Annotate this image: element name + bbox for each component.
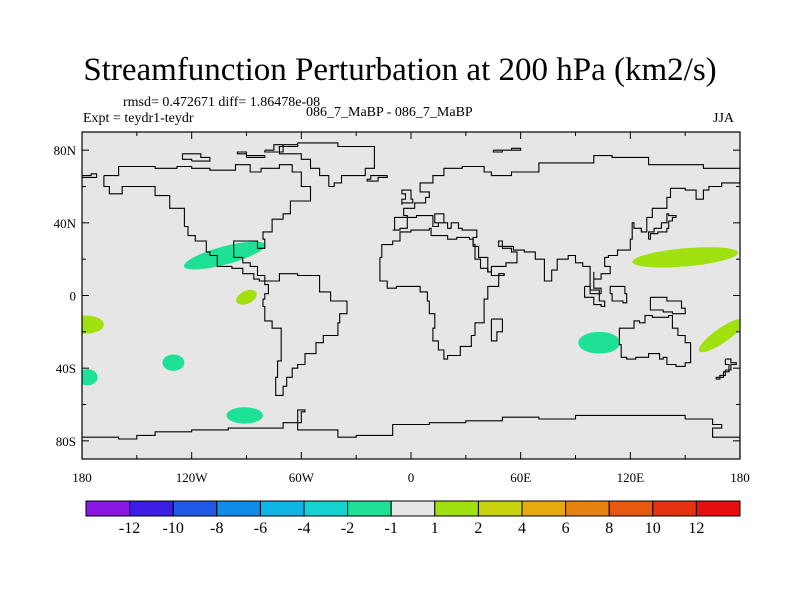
- chart-title: Streamfunction Perturbation at 200 hPa (…: [83, 52, 717, 88]
- coastline-19: [181, 153, 211, 162]
- colorbar-box-6: [347, 500, 392, 517]
- y-tick-label-3: 40S: [56, 361, 76, 376]
- experiment-label: Expt = teydr1-teydr: [83, 111, 194, 126]
- colorbar-label-10: 6: [562, 520, 570, 537]
- anomaly-positive-8: [698, 318, 740, 353]
- anomaly-negative-3: [162, 354, 185, 371]
- colorbar-label-2: -8: [210, 520, 223, 537]
- colorbar-box-0: [85, 500, 131, 517]
- colorbar-box-5: [303, 500, 349, 517]
- plot-background: [82, 132, 740, 459]
- stats-line: rmsd= 0.472671 diff= 1.86478e-08: [123, 95, 321, 110]
- colorbar-label-12: 10: [645, 520, 661, 537]
- coastline-4: [392, 155, 740, 295]
- anomaly-negative-4: [578, 331, 621, 354]
- colorbar-box-7: [390, 500, 436, 517]
- coastline-7: [401, 189, 414, 205]
- anomaly-positive-5: [236, 289, 257, 305]
- x-tick-label-4: 60E: [510, 470, 531, 485]
- season-label: JJA: [713, 111, 735, 126]
- x-tick-label-2: 60W: [289, 470, 315, 485]
- colorbar-label-11: 8: [605, 520, 613, 537]
- x-tick-label-5: 120E: [617, 470, 645, 485]
- coastline-8: [366, 175, 388, 182]
- colorbar-label-4: -4: [297, 520, 310, 537]
- coastline-6: [82, 409, 740, 459]
- x-tick-label-6: 180: [730, 470, 750, 485]
- coastline-18: [236, 151, 266, 158]
- anomaly-negative-1: [226, 407, 263, 424]
- coastline-0: [103, 164, 312, 282]
- coastline-14: [724, 358, 737, 371]
- colorbar-label-9: 4: [518, 520, 526, 537]
- colorbar-label-3: -6: [254, 520, 267, 537]
- anomaly-positive-6: [82, 315, 104, 334]
- coastline-11: [609, 285, 628, 304]
- y-tick-label-0: 80N: [54, 143, 77, 158]
- coastline-16: [82, 173, 98, 180]
- coastline-20: [492, 147, 522, 153]
- coastline-1: [262, 273, 348, 396]
- colorbar-label-6: -1: [385, 520, 398, 537]
- x-tick-label-0: 180: [72, 470, 92, 485]
- colorbar-box-4: [259, 500, 305, 517]
- anomaly-negative-2: [82, 369, 98, 386]
- colorbar-label-7: 1: [431, 520, 439, 537]
- colorbar-box-12: [608, 500, 654, 517]
- coastline-13: [490, 318, 503, 342]
- coastline-9: [648, 213, 677, 240]
- coastline-10: [584, 285, 606, 307]
- colorbar-box-13: [652, 500, 697, 517]
- coastline-17: [264, 144, 298, 153]
- x-tick-label-3: 0: [408, 470, 415, 485]
- colorbar-box-3: [216, 500, 261, 517]
- anomaly-positive-7: [632, 247, 738, 268]
- y-tick-label-2: 0: [70, 289, 77, 304]
- colorbar-label-5: -2: [341, 520, 354, 537]
- coastline-12: [649, 296, 686, 315]
- colorbar-box-11: [565, 500, 610, 517]
- anomaly-negative-0: [183, 241, 266, 270]
- colorbar-box-1: [129, 500, 174, 517]
- x-tick-label-1: 120W: [176, 470, 209, 485]
- y-tick-label-1: 40N: [54, 216, 77, 231]
- comparison-label: 086_7_MaBP - 086_7_MaBP: [306, 105, 473, 120]
- colorbar-box-10: [521, 500, 567, 517]
- colorbar-box-9: [477, 500, 523, 517]
- colorbar-box-8: [434, 500, 479, 517]
- colorbar-label-1: -10: [163, 520, 184, 537]
- colorbar-label-8: 2: [474, 520, 482, 537]
- coastline-15: [715, 369, 730, 380]
- coastline-2: [278, 142, 375, 188]
- y-tick-label-4: 80S: [56, 434, 76, 449]
- coastline-5: [618, 314, 692, 367]
- colorbar-label-13: 12: [688, 520, 704, 537]
- colorbar-label-0: -12: [119, 520, 140, 537]
- colorbar-box-2: [172, 500, 218, 517]
- colorbar-box-14: [695, 500, 741, 517]
- coastline-3: [379, 227, 505, 360]
